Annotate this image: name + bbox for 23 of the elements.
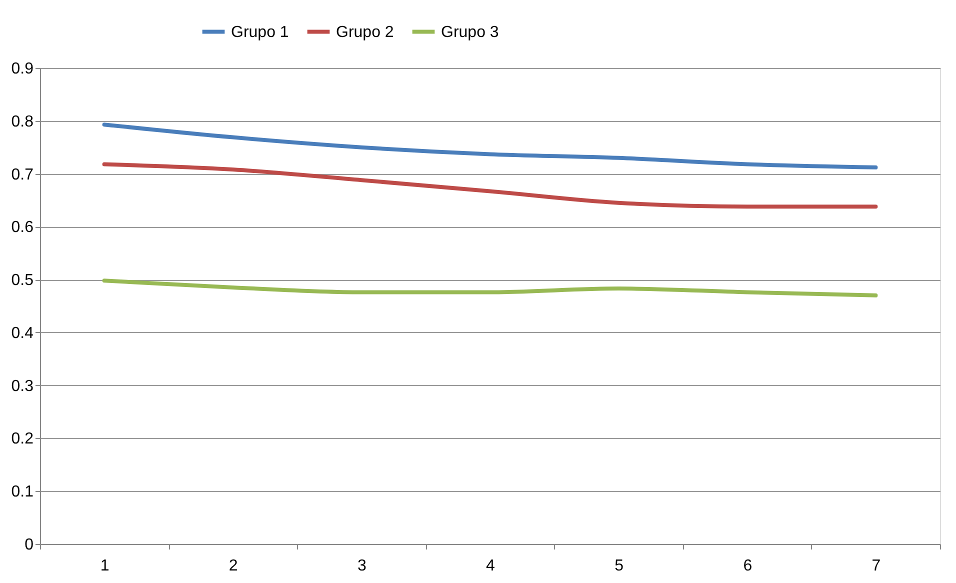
line-series (102, 162, 878, 209)
y-tick-label: 0.1 (11, 484, 34, 501)
x-tick-label: 7 (872, 558, 881, 574)
y-tick-label: 0.8 (11, 113, 34, 130)
y-tick-label: 0.9 (11, 60, 34, 78)
y-tick-label: 0 (24, 536, 34, 554)
legend-label: Grupo 3 (441, 24, 499, 41)
x-tick-label: 3 (357, 558, 366, 574)
x-tick-label: 2 (228, 558, 238, 574)
y-tick-label: 0.4 (11, 324, 34, 342)
x-tick-label: 6 (743, 558, 752, 574)
x-tick-label: 5 (614, 558, 624, 574)
x-tick-label: 1 (100, 558, 110, 574)
y-tick-label: 0.3 (11, 378, 34, 395)
line-series (102, 122, 878, 170)
y-tick-label: 0.5 (11, 272, 34, 290)
legend-label: Grupo 2 (336, 24, 394, 41)
y-tick-label: 0.7 (11, 166, 34, 184)
legend-label: Grupo 1 (231, 24, 289, 41)
y-tick-label: 0.2 (11, 430, 34, 448)
x-tick-label: 4 (486, 558, 496, 574)
y-tick-label: 0.6 (11, 219, 34, 236)
line-series (102, 278, 878, 298)
